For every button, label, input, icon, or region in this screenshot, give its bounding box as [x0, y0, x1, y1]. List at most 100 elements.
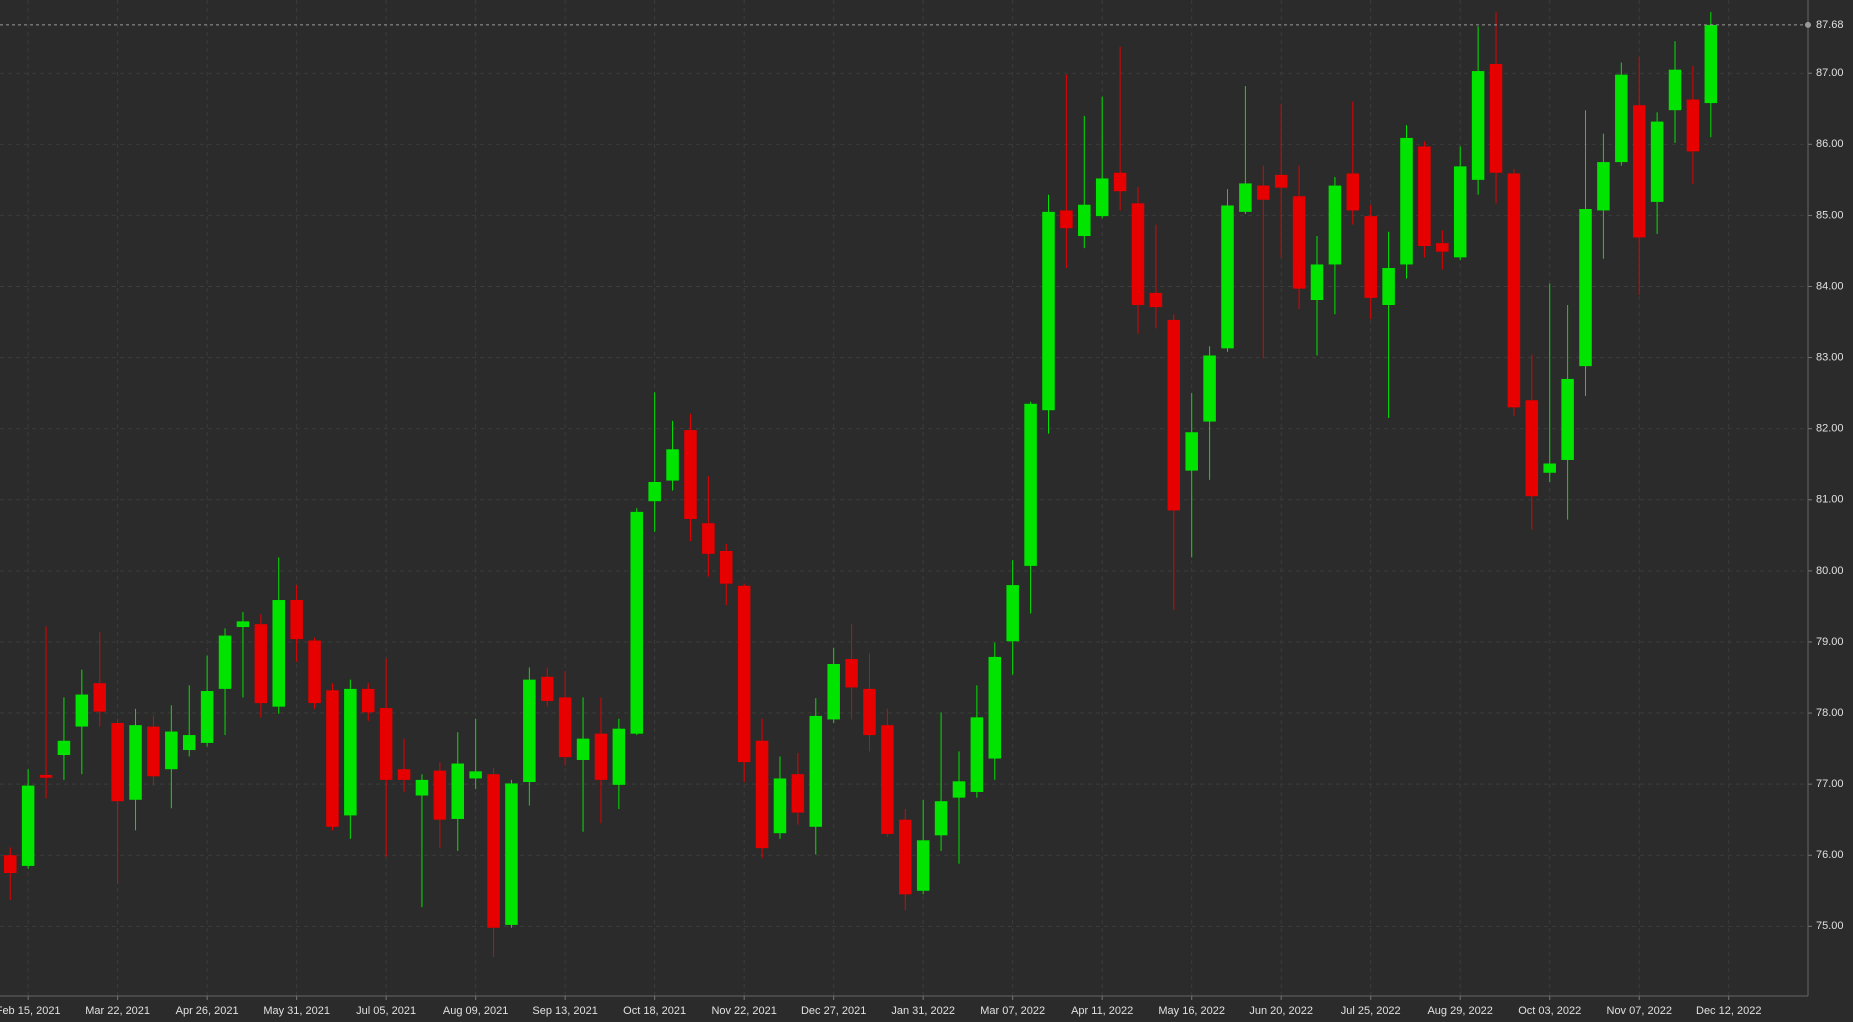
candle-body [827, 664, 840, 720]
candle-body [1310, 264, 1324, 301]
candle-body [755, 740, 769, 849]
candle-body [397, 769, 411, 780]
x-tick-label: Aug 29, 2022 [1427, 1005, 1492, 1017]
x-tick-label: Sep 13, 2021 [532, 1005, 597, 1017]
candle-body [308, 640, 321, 704]
candle-body [111, 723, 124, 802]
y-tick-label: 79.00 [1816, 636, 1844, 648]
candle-body [254, 624, 268, 704]
candle-body [39, 774, 53, 778]
candle-body [1274, 174, 1288, 188]
y-tick-label: 83.00 [1816, 351, 1844, 363]
candle-body [218, 635, 232, 689]
x-tick-label: Jul 25, 2022 [1341, 1005, 1401, 1017]
candle-body [1561, 378, 1574, 460]
candle-body [1095, 178, 1109, 217]
x-tick-label: Nov 07, 2022 [1607, 1005, 1672, 1017]
candle-body [1042, 211, 1055, 411]
last-price-label: 87.68 [1816, 19, 1844, 31]
candle-body [791, 774, 805, 813]
candle-body [863, 688, 876, 736]
x-tick-label: Mar 22, 2021 [85, 1005, 150, 1017]
candle-body [165, 731, 178, 770]
candle-body [1400, 137, 1413, 265]
candle-body [648, 482, 661, 502]
candle-body [129, 725, 142, 800]
candle-body [952, 781, 966, 798]
candle-body [1257, 185, 1270, 200]
candle-body [1436, 243, 1449, 252]
candle-body [916, 840, 930, 891]
y-tick-label: 87.00 [1816, 67, 1844, 79]
candle-body [899, 819, 912, 895]
x-tick-label: May 16, 2022 [1158, 1005, 1225, 1017]
candle-body [881, 725, 894, 834]
candle-body [21, 785, 35, 866]
candle-body [684, 430, 697, 519]
candle-body [1131, 203, 1145, 305]
last-price-marker [1805, 21, 1811, 28]
candle-body [720, 550, 733, 584]
candle-body [1203, 355, 1216, 422]
candle-body [469, 771, 482, 779]
candle-body [737, 585, 751, 763]
candle-body [1006, 585, 1019, 642]
candle-body [75, 694, 89, 727]
candle-body [988, 656, 1002, 759]
candle-body [1239, 183, 1252, 212]
candle-body [1149, 292, 1163, 308]
y-tick-label: 84.00 [1816, 280, 1844, 292]
candle-body [809, 715, 823, 827]
candle-body [361, 688, 375, 713]
candle-body [1078, 204, 1091, 237]
candle-body [182, 735, 196, 751]
candle-body [1167, 319, 1181, 511]
y-tick-label: 81.00 [1816, 494, 1844, 506]
candle-body [1579, 209, 1592, 367]
y-tick-label: 82.00 [1816, 423, 1844, 435]
candle-body [1632, 105, 1646, 238]
candle-body [1453, 166, 1467, 258]
candle-body [612, 728, 626, 785]
candle-body [630, 511, 644, 734]
candle-body [1346, 173, 1360, 211]
candle-body [1364, 216, 1377, 298]
candle-body [558, 697, 572, 758]
candle-body [773, 778, 787, 834]
candle-body [1507, 173, 1521, 408]
candle-body [1471, 71, 1485, 180]
x-tick-label: Apr 11, 2022 [1071, 1005, 1133, 1017]
candle-body [1113, 172, 1127, 192]
y-tick-label: 86.00 [1816, 138, 1844, 150]
candle-body [970, 717, 984, 792]
candle-body [379, 708, 393, 780]
x-tick-label: Jun 20, 2022 [1249, 1005, 1313, 1017]
x-tick-label: Jul 05, 2021 [356, 1005, 416, 1017]
x-tick-label: Oct 03, 2022 [1518, 1005, 1581, 1017]
x-tick-label: May 31, 2021 [263, 1005, 330, 1017]
candle-body [1489, 63, 1503, 173]
candle-body [576, 738, 590, 760]
candle-body [1221, 205, 1234, 349]
x-tick-label: Dec 27, 2021 [801, 1005, 866, 1017]
candle-body [1185, 432, 1198, 471]
candle-body [487, 774, 500, 928]
candle-body [1418, 146, 1431, 246]
y-tick-label: 78.00 [1816, 707, 1844, 719]
x-tick-label: Jan 31, 2022 [891, 1005, 955, 1017]
candle-body [344, 688, 357, 816]
candle-body [1060, 210, 1073, 229]
candle-body [845, 659, 858, 688]
x-tick-label: Apr 26, 2021 [176, 1005, 239, 1017]
candle-body [594, 733, 608, 780]
candle-body [272, 600, 286, 707]
candle-body [540, 676, 554, 701]
y-tick-label: 76.00 [1816, 849, 1844, 861]
y-tick-label: 75.00 [1816, 920, 1844, 932]
candle-body [1382, 268, 1395, 305]
candle-body [290, 600, 303, 640]
candle-body [451, 763, 465, 819]
candle-body [147, 726, 160, 777]
candle-body [3, 855, 17, 874]
